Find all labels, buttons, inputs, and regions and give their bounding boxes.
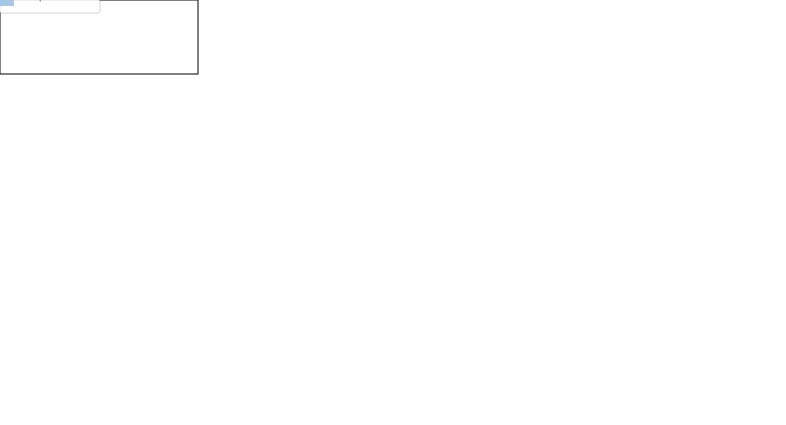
- subplot-11: 0.00.51.01.5Total Samples SG + GP points…: [0, 0, 199, 75]
- axes-frame: [0, 0, 199, 75]
- legend-label: 100 % SG points: [0, 0, 62, 2]
- legend-patch: [0, 0, 14, 6]
- legend-box: [0, 0, 101, 14]
